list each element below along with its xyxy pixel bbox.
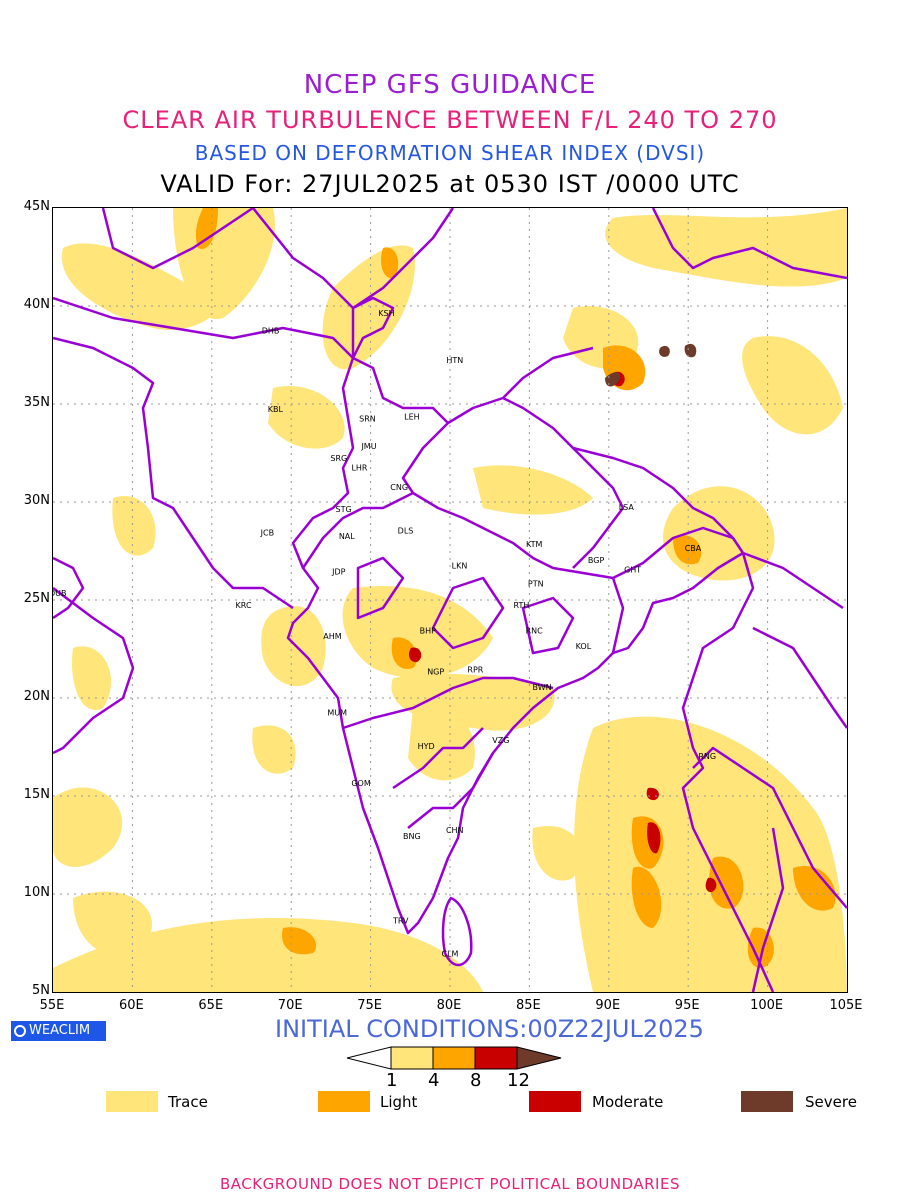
station-label: LHR [351, 464, 367, 473]
longitude-tick-label: 90E [595, 998, 621, 1013]
colorbar-tick-4: 4 [428, 1070, 440, 1091]
station-label: KSH [378, 309, 394, 318]
station-label: SRG [330, 454, 347, 463]
footer-disclaimer: BACKGROUND DOES NOT DEPICT POLITICAL BOU… [220, 1175, 680, 1193]
longitude-tick-label: 100E [750, 998, 784, 1013]
turbulence-map: KSH DHB HTN KBL SRN LEH JMU SRG LHR CNG LSA STG JCB D… [49, 206, 849, 993]
turbulence-shading [53, 208, 847, 992]
latitude-tick-label: 45N [23, 199, 50, 214]
longitude-tick-label: 70E [277, 998, 303, 1013]
colorbar-tick-1: 1 [386, 1070, 398, 1091]
colorbar [346, 1046, 562, 1070]
colorbar-trace-segment [390, 1046, 434, 1070]
station-label: KTM [526, 540, 543, 549]
map-canvas: KSH DHB HTN KBL SRN LEH JMU SRG LHR CNG LSA STG JCB D… [49, 206, 849, 993]
station-label: HYD [418, 742, 435, 751]
station-label: CLM [442, 950, 459, 959]
legend-label-trace: Trace [168, 1093, 208, 1111]
station-label: RNG [698, 752, 716, 761]
colorbar-severe-arrow [516, 1046, 562, 1070]
station-label: SRN [359, 415, 376, 424]
station-label: LSA [619, 503, 635, 512]
colorbar-tick-12: 12 [507, 1070, 530, 1091]
station-label: RTH [514, 601, 530, 610]
weaclim-logo-text: WEACLIM [29, 1023, 91, 1038]
station-label: BWN [533, 683, 552, 692]
station-label: HTN [446, 356, 463, 365]
coastlines-and-boundaries [52, 206, 849, 993]
station-label: JCB [260, 528, 274, 537]
lat-lon-gridlines [53, 208, 847, 992]
station-label: NAL [339, 532, 355, 541]
station-label: LEH [404, 413, 420, 422]
station-label: GHT [624, 566, 641, 575]
station-label: RNC [526, 626, 544, 635]
legend-swatch-trace [106, 1091, 158, 1112]
weaclim-emblem-icon [14, 1025, 26, 1037]
latitude-tick-label: 40N [23, 297, 50, 312]
latitude-tick-label: 25N [23, 591, 50, 606]
station-label: VZG [492, 736, 509, 745]
legend-label-severe: Severe [805, 1093, 857, 1111]
station-label: BGP [588, 556, 605, 565]
station-label: CBA [685, 544, 702, 553]
weaclim-logo: WEACLIM [11, 1021, 106, 1041]
longitude-tick-label: 95E [674, 998, 700, 1013]
station-label: STG [336, 505, 352, 514]
latitude-tick-label: 30N [23, 493, 50, 508]
legend-swatch-light [318, 1091, 370, 1112]
station-label: JDP [331, 568, 346, 577]
title-product: CLEAR AIR TURBULENCE BETWEEN F/L 240 TO … [122, 106, 778, 134]
station-label: CHN [446, 826, 464, 835]
title-method: BASED ON DEFORMATION SHEAR INDEX (DVSI) [194, 141, 706, 165]
colorbar-below-arrow [346, 1046, 392, 1070]
station-label: BHP [420, 626, 437, 635]
station-label: AHM [323, 632, 341, 641]
station-label: LKN [452, 562, 468, 571]
legend-swatch-moderate [529, 1091, 581, 1112]
station-label: PTN [528, 579, 544, 588]
station-label: KBL [268, 405, 284, 414]
legend-swatch-severe [741, 1091, 793, 1112]
longitude-tick-label: 65E [198, 998, 224, 1013]
initial-conditions-label: INITIAL CONDITIONS:00Z22JUL2025 [275, 1015, 704, 1043]
title-valid-time: VALID For: 27JUL2025 at 0530 IST /0000 U… [160, 170, 740, 198]
station-label: GOM [351, 779, 370, 788]
colorbar-tick-8: 8 [470, 1070, 482, 1091]
station-label: RPR [467, 666, 483, 675]
legend-label-light: Light [380, 1093, 418, 1111]
station-label: CNG [390, 483, 408, 492]
station-label: KOL [576, 642, 592, 651]
station-label: MUM [327, 709, 347, 718]
latitude-tick-label: 20N [23, 689, 50, 704]
latitude-tick-label: 15N [23, 787, 50, 802]
latitude-tick-label: 10N [23, 885, 50, 900]
station-label: TRV [392, 916, 409, 925]
longitude-tick-label: 55E [39, 998, 65, 1013]
station-label: DUB [53, 589, 67, 598]
colorbar-moderate-segment [474, 1046, 518, 1070]
station-label: BNG [403, 832, 421, 841]
colorbar-light-segment [432, 1046, 476, 1070]
station-label: JMU [360, 442, 376, 451]
longitude-tick-label: 60E [119, 998, 144, 1013]
legend-label-moderate: Moderate [592, 1093, 664, 1111]
longitude-tick-label: 105E [829, 998, 863, 1013]
station-label: DLS [398, 526, 414, 535]
station-label: NGP [427, 667, 444, 676]
station-labels: KSH DHB HTN KBL SRN LEH JMU SRG LHR CNG LSA STG JCB D… [49, 309, 716, 959]
latitude-tick-label: 35N [23, 395, 50, 410]
latitude-tick-label: 5N [32, 983, 50, 998]
station-label: DHB [262, 326, 280, 335]
longitude-tick-label: 85E [516, 998, 541, 1013]
station-label: KRC [236, 601, 252, 610]
longitude-tick-label: 80E [436, 998, 462, 1013]
longitude-tick-label: 75E [357, 998, 382, 1013]
title-model: NCEP GFS GUIDANCE [303, 70, 597, 100]
